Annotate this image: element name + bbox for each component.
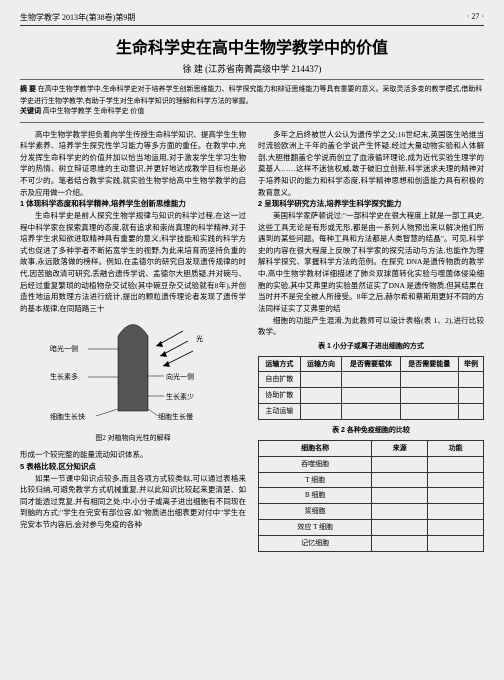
right-p3: 细胞的功能产生混淆,为此教师可以设计表格(表 1、2),进行比较教学。 [258,315,484,338]
svg-text:生长素少: 生长素少 [166,392,194,401]
t1-h0: 运输方式 [259,356,301,372]
svg-text:细胞生长慢: 细胞生长慢 [158,412,193,421]
header-left: 生物学教学 2013年(第38卷)第9期 [20,12,135,23]
svg-text:细胞生长快: 细胞生长快 [50,412,85,421]
table-row: 自由扩散 [259,372,484,388]
article-title: 生命科学史在高中生物学教学中的价值 [20,34,484,58]
t2-r0c0: 吞噬细胞 [259,456,372,472]
t1-h2: 是否需要载体 [342,356,400,372]
t2-h1: 来源 [372,440,428,456]
t2-r5c0: 记忆细胞 [259,535,372,551]
table-row: 吞噬细胞 [259,456,484,472]
t1-r2c0: 主动运输 [259,404,301,420]
t2-h0: 细胞名称 [259,440,372,456]
abstract-row: 摘 要 在高中生物学教学中,生命科学史对于培养学生创新思维能力、科学探究能力和辩… [20,84,484,106]
t2-r1c0: T 细胞 [259,472,372,488]
right-p2: 美国科学家萨顿说过:"一部科学史在很大程度上就是一部工具史,这些工具无论是有形或… [258,210,484,315]
table-row: 效应 T 细胞 [259,520,484,536]
t2-r2c0: B 细胞 [259,488,372,504]
right-h1: 2 呈现科学研究方法,培养学生科学探究能力 [258,198,484,210]
table-row: 主动运输 [259,404,484,420]
svg-text:生长素多: 生长素多 [50,372,78,381]
page: 生物学教学 2013年(第38卷)第9期 · 27 · 生命科学史在高中生物学教… [0,0,504,680]
table-row: T 细胞 [259,472,484,488]
table1-header-row: 运输方式 运输方向 是否需要载体 是否需要能量 举例 [259,356,484,372]
t1-r0c0: 自由扩散 [259,372,301,388]
t2-h2: 功能 [428,440,484,456]
t1-r1c0: 协助扩散 [259,388,301,404]
abstract-text: 在高中生物学教学中,生命科学史对于培养学生创新思维能力、科学探究能力和辩证思维能… [20,85,482,105]
abstract-block: 摘 要 在高中生物学教学中,生命科学史对于培养学生创新思维能力、科学探究能力和辩… [20,79,484,123]
t2-r4c0: 效应 T 细胞 [259,520,372,536]
table-row: 浆细胞 [259,504,484,520]
figure-2: 光 暗光一侧 生长素多 细胞生长快 向光一侧 生长素少 细胞生长慢 图 [20,321,246,444]
left-p4: 如果一节课中知识点较多,而且各项方式较类似,可以通过表格来比较归纳,可避免教学方… [20,473,246,531]
table-row: B 细胞 [259,488,484,504]
table-1: 运输方式 运输方向 是否需要载体 是否需要能量 举例 自由扩散 协助扩散 主动运… [258,356,484,420]
t1-h4: 举例 [458,356,483,372]
header-right: · 27 · [467,12,484,23]
left-p1: 高中生物学教学担负着向学生传授生命科学知识、提高学生生物科学素养、培养学生探究性… [20,129,246,199]
table1-title: 表 1 小分子或离子进出细胞的方式 [258,342,484,353]
fig-light-label: 光 [196,334,203,343]
article-author: 徐 建 (江苏省南菁高级中学 214437) [20,62,484,75]
left-p3: 形成一个较完整的能量流动知识体系。 [20,449,246,461]
table2-title: 表 2 各种免疫细胞的比较 [258,426,484,437]
figure-caption: 图2 对植物向光性的解释 [20,433,246,444]
two-column-body: 高中生物学教学担负着向学生传授生命科学知识、提高学生生物科学素养、培养学生探究性… [20,129,484,558]
figure-svg: 光 暗光一侧 生长素多 细胞生长快 向光一侧 生长素少 细胞生长慢 [48,321,218,431]
left-column: 高中生物学教学担负着向学生传授生命科学知识、提高学生生物科学素养、培养学生探究性… [20,129,246,558]
left-h2: 5 表格比较,区分知识点 [20,461,246,473]
table-2: 细胞名称 来源 功能 吞噬细胞 T 细胞 B 细胞 浆细胞 效应 T 细胞 记忆… [258,440,484,552]
keywords-label: 关键词 [20,108,41,115]
keywords-text: 高中生物学教学 生命科学史 价值 [43,107,145,115]
page-header: 生物学教学 2013年(第38卷)第9期 · 27 · [20,12,484,26]
t2-r3c0: 浆细胞 [259,504,372,520]
t1-h3: 是否需要能量 [400,356,458,372]
table-row: 记忆细胞 [259,535,484,551]
t1-h1: 运输方向 [300,356,342,372]
svg-text:暗光一侧: 暗光一侧 [50,344,78,353]
left-h1: 1 体现科学态度和科学精神,培养学生创新思维能力 [20,198,246,210]
right-p1: 多年之后终被世人公认为遗传学之父;16世纪末,英国医生哈维当时流验欧洲上千年的盖… [258,129,484,199]
table2-header-row: 细胞名称 来源 功能 [259,440,484,456]
abstract-label: 摘 要 [20,86,36,93]
right-column: 多年之后终被世人公认为遗传学之父;16世纪末,英国医生哈维当时流验欧洲上千年的盖… [258,129,484,558]
keywords-row: 关键词 高中生物学教学 生命科学史 价值 [20,106,484,118]
left-p2: 生命科学史是前人探究生物学规律与知识的科学过程,在这一过程中科学家在探索真理的态… [20,210,246,315]
table-row: 协助扩散 [259,388,484,404]
svg-text:向光一侧: 向光一侧 [166,372,194,381]
